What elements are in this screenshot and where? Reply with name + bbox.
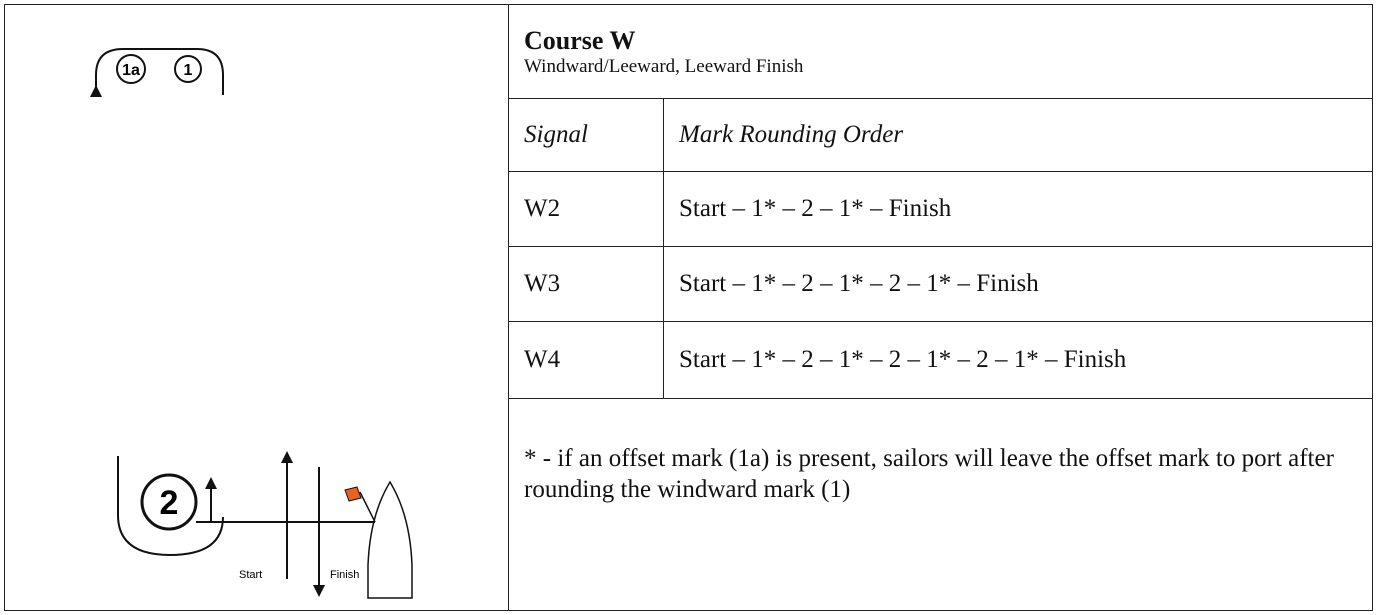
rounding-path [117,456,224,557]
flag-pole [359,491,376,523]
mark-circle [116,54,146,84]
mark-label: 1 [184,62,193,79]
signal-cell: W3 [508,247,663,322]
committee-boat [367,480,413,599]
header-cell: Mark Rounding Order [663,99,1372,172]
flag [344,486,362,502]
course-diagram: 1a 1 2 Start Finish [90,48,413,599]
finish-label: Finish [330,569,359,581]
mark-label: 1a [122,62,140,79]
course-title: Course W [524,25,636,55]
mark-circle [174,55,202,83]
course-header: Course W Windward/Leeward, Leeward Finis… [508,5,1372,99]
signal-cell: W4 [508,322,663,399]
course-table: 1a 1 2 Start Finish Course W Windward/Le… [4,4,1373,611]
mark-circle [140,473,198,531]
order-cell: Start – 1* – 2 – 1* – 2 – 1* – Finish [663,247,1372,322]
course-subtitle: Windward/Leeward, Leeward Finish [524,55,804,77]
course-diagram-cell: 1a 1 2 Start Finish [5,5,509,610]
rounding-path [90,48,224,97]
mark-label: 2 [160,484,179,522]
header-cell: Signal [508,99,663,172]
order-cell: Start – 1* – 2 – 1* – Finish [663,172,1372,247]
course-info: Course W Windward/Leeward, Leeward Finis… [508,5,1372,610]
signal-cell: W2 [508,172,663,247]
column-divider [663,99,664,399]
note: * - if an offset mark (1a) is present, s… [524,445,1334,503]
start-label: Start [239,569,262,581]
order-cell: Start – 1* – 2 – 1* – 2 – 1* – 2 – 1* – … [663,322,1372,399]
